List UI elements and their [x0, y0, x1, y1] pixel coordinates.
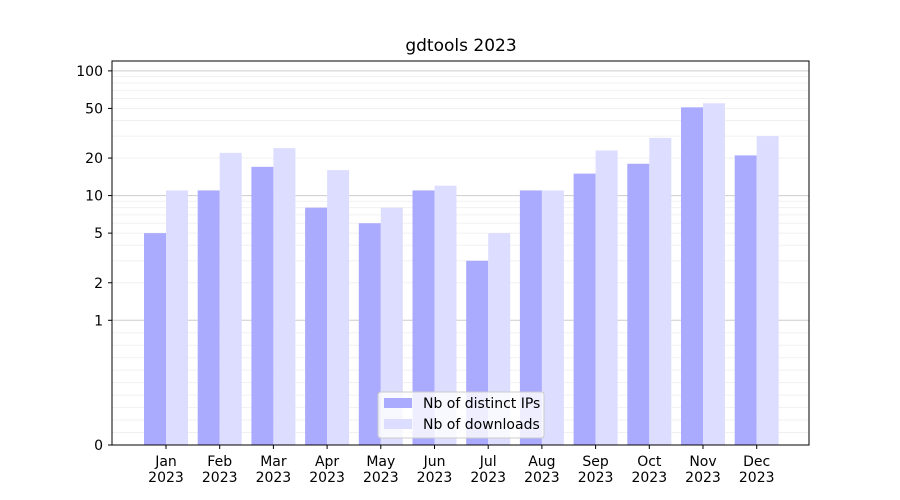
plot-frame — [111, 60, 810, 446]
x-tick-label: Oct 2023 — [631, 454, 667, 486]
bar-downloads — [273, 148, 296, 445]
y-tick-label: 100 — [76, 64, 103, 80]
bar-distinct-ips — [573, 173, 596, 445]
y-tick-label: 2 — [94, 276, 103, 292]
legend-box — [377, 391, 545, 439]
bar-distinct-ips — [358, 223, 381, 445]
bar-downloads — [541, 190, 564, 445]
bars — [144, 103, 779, 446]
legend: Nb of distinct IPs Nb of downloads — [377, 391, 545, 439]
bar-distinct-ips — [197, 190, 220, 445]
x-axis: Jan 2023 Feb 2023 Mar 2023 Apr 2023 May 2023 Jun 20… — [148, 445, 775, 486]
legend-swatch — [384, 398, 412, 408]
bar-downloads — [327, 170, 350, 445]
x-tick-label: Sep 2023 — [578, 454, 614, 486]
bar-downloads — [595, 150, 618, 445]
y-axis: 0 1 2 5 10 20 50 100 — [76, 64, 112, 454]
y-tick-label: 0 — [94, 438, 103, 454]
chart-title: gdtools 2023 — [405, 36, 516, 56]
x-tick-label: Apr 2023 — [309, 454, 345, 486]
legend-swatch — [384, 419, 412, 429]
x-tick-label: Jun 2023 — [417, 454, 453, 486]
bar-downloads — [166, 190, 188, 445]
bar-downloads — [703, 103, 725, 446]
x-tick-label: Dec 2023 — [739, 454, 775, 486]
legend-label: Nb of distinct IPs — [423, 396, 540, 412]
x-tick-label: Mar 2023 — [256, 454, 292, 486]
bar-downloads — [434, 185, 457, 445]
y-tick-label: 50 — [85, 101, 103, 117]
y-tick-label: 10 — [85, 189, 103, 205]
bar-distinct-ips — [519, 190, 542, 445]
x-tick-label: Jul 2023 — [470, 454, 506, 486]
bar-distinct-ips — [305, 207, 328, 445]
x-tick-label: Nov 2023 — [685, 454, 721, 486]
x-tick-label: May 2023 — [363, 454, 399, 486]
bar-distinct-ips — [144, 233, 166, 445]
y-tick-label: 1 — [94, 313, 103, 329]
y-tick-label: 5 — [94, 226, 103, 242]
bar-distinct-ips — [734, 155, 757, 445]
x-tick-label: Feb 2023 — [202, 454, 238, 486]
bar-downloads — [380, 207, 403, 445]
x-tick-label: Jan 2023 — [148, 454, 184, 486]
bar-distinct-ips — [251, 166, 274, 445]
bar-distinct-ips — [681, 107, 703, 445]
bar-distinct-ips — [412, 190, 435, 445]
bar-downloads — [219, 152, 242, 445]
y-tick-label: 20 — [85, 151, 103, 167]
bar-downloads — [756, 136, 779, 446]
bar-downloads — [649, 137, 672, 446]
x-tick-label: Aug 2023 — [524, 454, 560, 486]
bar-distinct-ips — [627, 163, 650, 445]
legend-label: Nb of downloads — [423, 417, 540, 433]
